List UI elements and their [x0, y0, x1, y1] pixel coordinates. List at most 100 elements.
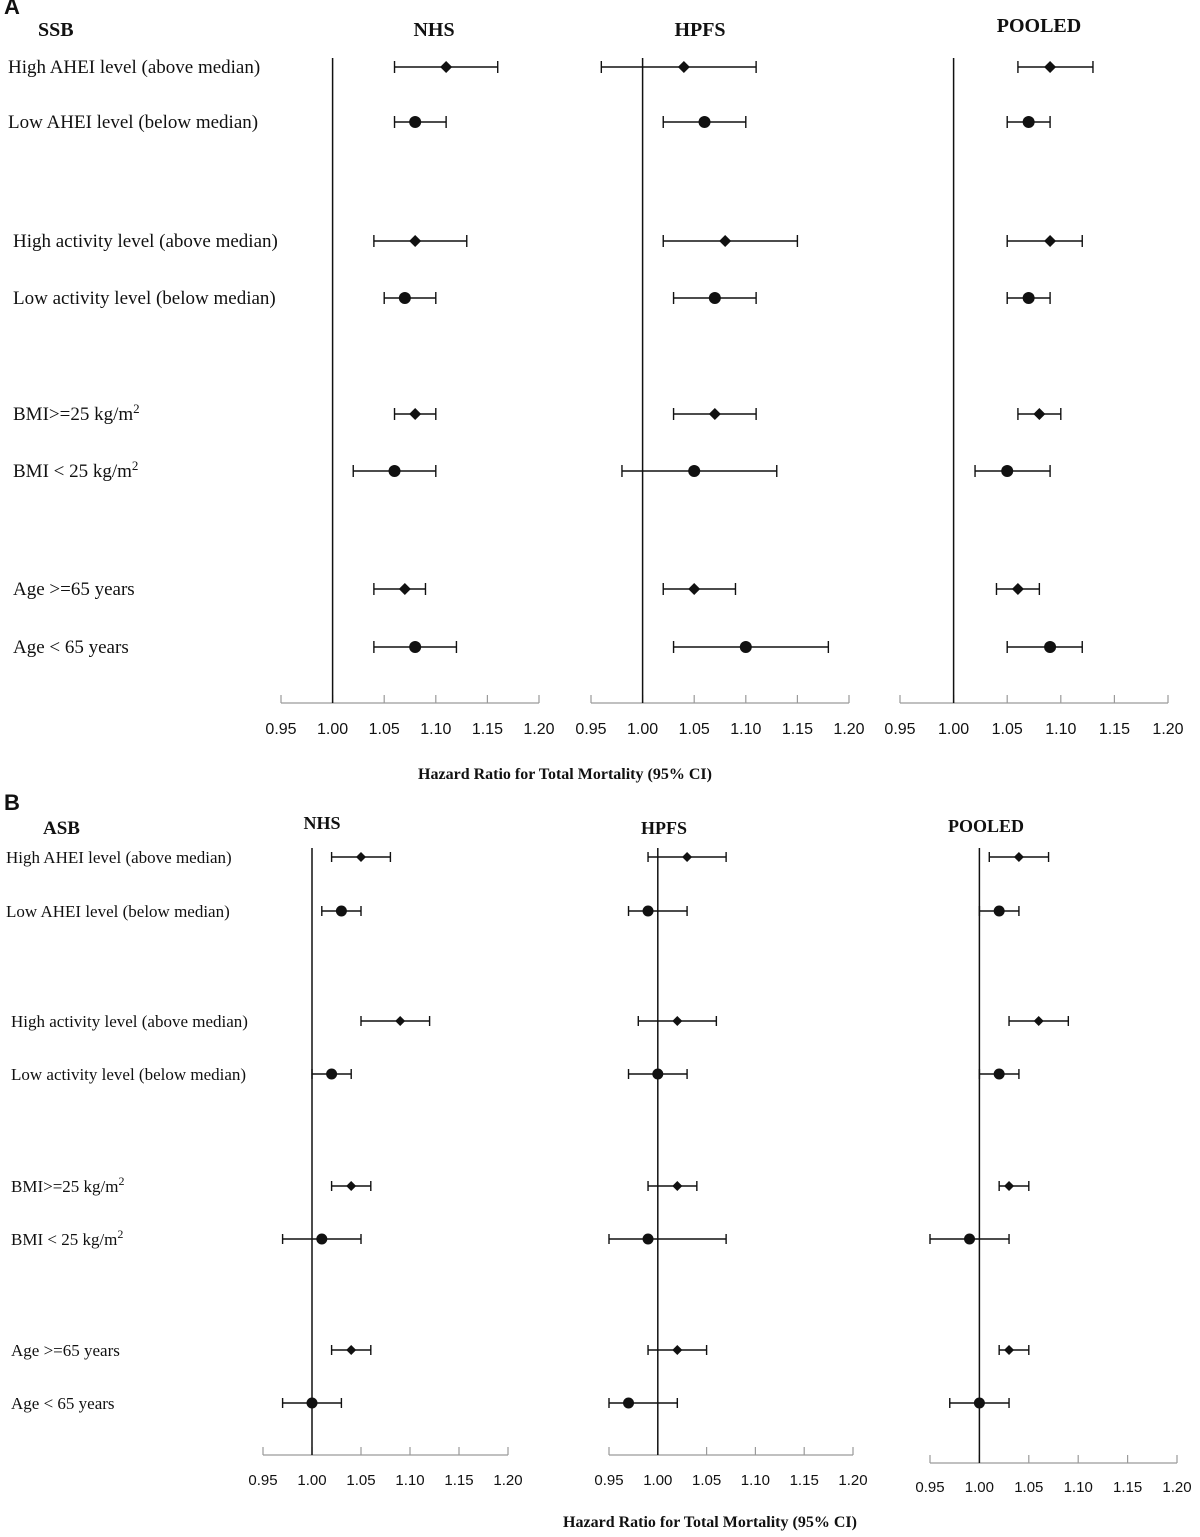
panel-a-pooled-x-tick-label: 1.05	[992, 721, 1023, 738]
panel-a-hpfs-x-tick-label: 1.10	[730, 721, 761, 738]
panel-b-hpfs-point-estimate-circle	[623, 1397, 635, 1409]
panel-a-exposure-label: SSB	[38, 19, 74, 41]
panel-b-nhs-point-estimate-circle	[335, 905, 347, 917]
panel-a-hpfs-x-tick-label: 1.05	[679, 721, 710, 738]
panel-a-pooled-x-tick-label: 1.10	[1045, 721, 1076, 738]
panel-b-pooled-x-tick-label: 1.20	[1162, 1479, 1191, 1496]
panel-a-hpfs-x-tick-label: 1.15	[782, 721, 813, 738]
superscript: 2	[133, 401, 140, 416]
panel-a-pooled-point-estimate-diamond	[1011, 583, 1024, 595]
panel-b-letter: B	[4, 790, 20, 815]
panel-b-exposure-label: ASB	[43, 818, 80, 839]
panel-a-pooled-x-tick-label: 0.95	[884, 721, 915, 738]
panel-b-row-label: Age >=65 years	[11, 1341, 120, 1360]
panel-b-hpfs-x-tick-label: 1.20	[838, 1472, 867, 1489]
panel-b-pooled-x-tick-label: 1.00	[965, 1479, 994, 1496]
panel-a-hpfs-point-estimate-circle	[688, 465, 701, 477]
panel-a-hpfs-point-estimate-diamond	[677, 61, 690, 73]
panel-b-hpfs-point-estimate-diamond	[682, 852, 693, 862]
panel-b-row-label: BMI < 25 kg/m2	[11, 1227, 123, 1249]
panel-a-row-label: Low activity level (below median)	[13, 288, 276, 309]
panel-b-pooled-cohort-title: POOLED	[948, 816, 1024, 836]
panel-b-pooled-point-estimate-diamond	[1013, 852, 1024, 862]
panel-b-hpfs-point-estimate-circle	[642, 1233, 654, 1245]
panel-a-pooled-point-estimate-circle	[1022, 292, 1035, 304]
panel-b-hpfs-point-estimate-circle	[652, 1068, 664, 1080]
panel-b-row-label: High activity level (above median)	[11, 1012, 248, 1031]
panel-a-hpfs-point-estimate-diamond	[708, 408, 721, 420]
panel-a-row-label: Age < 65 years	[13, 637, 129, 658]
panel-b-nhs-x-tick-label: 1.10	[395, 1472, 424, 1489]
panel-a-hpfs-point-estimate-circle	[708, 292, 721, 304]
panel-b-nhs-point-estimate-diamond	[356, 852, 366, 862]
panel-b-nhs-point-estimate-circle	[326, 1068, 338, 1080]
panel-a-nhs-cohort-title: NHS	[413, 19, 454, 41]
panel-a-hpfs-x-tick-label: 1.20	[833, 721, 864, 738]
panel-a-row-label: Age >=65 years	[13, 579, 135, 600]
panel-a-pooled-point-estimate-diamond	[1044, 61, 1057, 73]
panel-b-hpfs-x-tick-label: 1.00	[643, 1472, 672, 1489]
superscript: 2	[132, 458, 139, 473]
panel-a-hpfs-point-estimate-circle	[698, 116, 711, 128]
panel-b-hpfs-point-estimate-diamond	[672, 1345, 683, 1355]
panel-a-nhs-point-estimate-circle	[398, 292, 411, 304]
panel-a-pooled-cohort-title: POOLED	[997, 15, 1081, 37]
panel-b-nhs-x-tick-label: 1.15	[444, 1472, 473, 1489]
panel-b-x-axis-title: Hazard Ratio for Total Mortality (95% CI…	[563, 1514, 857, 1531]
panel-b-pooled-point-estimate-diamond	[1004, 1345, 1015, 1355]
panel-a-pooled-point-estimate-circle	[1044, 641, 1057, 653]
panel-b-hpfs-point-estimate-diamond	[672, 1016, 683, 1026]
panel-b-pooled-x-tick-label: 1.10	[1064, 1479, 1093, 1496]
panel-b-hpfs-cohort-title: HPFS	[641, 818, 687, 838]
panel-b-nhs-point-estimate-diamond	[346, 1181, 357, 1191]
panel-a-hpfs-cohort-title: HPFS	[674, 19, 725, 41]
panel-b-pooled-x-tick-label: 0.95	[915, 1479, 944, 1496]
panel-a-hpfs-x-tick-label: 1.00	[627, 721, 658, 738]
panel-b-nhs-x-tick-label: 1.20	[493, 1472, 522, 1489]
panel-a-row-label: BMI>=25 kg/m2	[13, 401, 140, 426]
panel-a-nhs-x-tick-label: 0.95	[265, 721, 296, 738]
panel-b-nhs-point-estimate-diamond	[395, 1016, 406, 1026]
panel-b-row-label: High AHEI level (above median)	[6, 848, 232, 867]
panel-a-nhs-point-estimate-diamond	[440, 61, 453, 73]
panel-b-hpfs-point-estimate-diamond	[672, 1181, 683, 1191]
panel-b-row-label: Low AHEI level (below median)	[6, 902, 230, 921]
panel-a-nhs-point-estimate-circle	[388, 465, 401, 477]
panel-a-nhs-point-estimate-diamond	[409, 235, 422, 247]
panel-a-x-axis-title: Hazard Ratio for Total Mortality (95% CI…	[418, 766, 712, 783]
panel-a-pooled-point-estimate-circle	[1001, 465, 1014, 477]
panel-b-hpfs-x-tick-label: 0.95	[594, 1472, 623, 1489]
panel-a-nhs-point-estimate-circle	[409, 116, 422, 128]
panel-a-nhs-x-tick-label: 1.20	[523, 721, 554, 738]
superscript: 2	[117, 1227, 123, 1241]
panel-b-row-label: Low activity level (below median)	[11, 1065, 246, 1084]
panel-a-hpfs-point-estimate-circle	[739, 641, 752, 653]
panel-b-row-label: Age < 65 years	[11, 1394, 115, 1413]
panel-a-nhs-x-tick-label: 1.05	[369, 721, 400, 738]
panel-b-pooled-point-estimate-diamond	[1033, 1016, 1044, 1026]
panel-a-row-label: BMI < 25 kg/m2	[13, 458, 138, 483]
panel-b-nhs-point-estimate-circle	[306, 1397, 318, 1409]
panel-a-nhs-point-estimate-circle	[409, 641, 422, 653]
panel-b-nhs-point-estimate-circle	[316, 1233, 328, 1245]
panel-a-pooled-point-estimate-diamond	[1033, 408, 1046, 420]
panel-a-hpfs-point-estimate-diamond	[719, 235, 732, 247]
panel-b-hpfs-x-tick-label: 1.10	[741, 1472, 770, 1489]
panel-a-pooled-point-estimate-diamond	[1044, 235, 1057, 247]
superscript: 2	[119, 1174, 125, 1188]
panel-b-nhs-x-tick-label: 1.05	[346, 1472, 375, 1489]
panel-b-row-label: BMI>=25 kg/m2	[11, 1174, 125, 1196]
panel-a-nhs-point-estimate-diamond	[409, 408, 422, 420]
panel-b-pooled-point-estimate-circle	[993, 1068, 1005, 1080]
panel-b-pooled-point-estimate-circle	[993, 905, 1005, 917]
panel-b-nhs-cohort-title: NHS	[303, 813, 340, 833]
panel-b-nhs-point-estimate-diamond	[346, 1345, 357, 1355]
panel-a-pooled-x-tick-label: 1.20	[1152, 721, 1183, 738]
panel-a-pooled-x-tick-label: 1.15	[1099, 721, 1130, 738]
panel-a-hpfs-point-estimate-diamond	[688, 583, 701, 595]
panel-a-nhs-x-tick-label: 1.00	[317, 721, 348, 738]
panel-b-hpfs-x-tick-label: 1.15	[790, 1472, 819, 1489]
panel-a-row-label: High activity level (above median)	[13, 231, 278, 252]
